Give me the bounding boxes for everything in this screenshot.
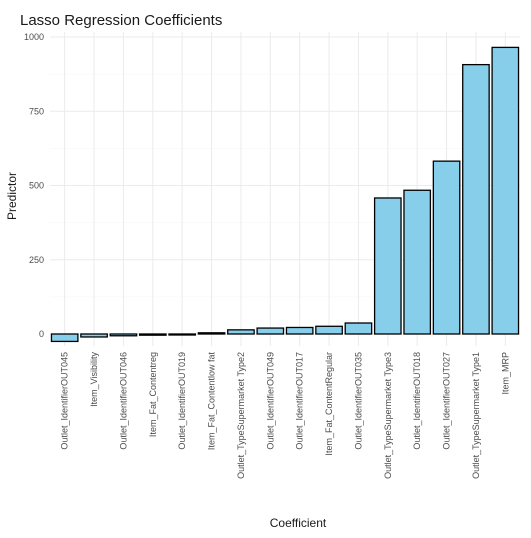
bar — [80, 333, 108, 338]
x-tick-label: Item_Fat_ContentRegular — [324, 352, 334, 456]
y-tick-labels: 0 250 500 750 1000 — [24, 32, 44, 339]
x-tick-label: Item_Visibility — [89, 352, 99, 407]
bar — [168, 333, 197, 336]
x-tick-label: Outlet_TypeSupermarket Type3 — [383, 352, 393, 479]
bar — [373, 197, 402, 335]
x-tick-label: Item_Fat_Contentreg — [148, 352, 158, 437]
bar — [315, 325, 343, 335]
x-tick-label: Outlet_IdentifierOUT035 — [353, 352, 363, 450]
x-tick-label: Item_Fat_Contentlow fat — [207, 352, 217, 451]
chart-title: Lasso Regression Coefficients — [20, 12, 222, 29]
bar — [432, 160, 461, 335]
x-tick-label: Outlet_IdentifierOUT027 — [442, 352, 452, 450]
x-tick-label: Outlet_TypeSupermarket Type2 — [236, 352, 246, 479]
bar — [462, 63, 490, 335]
bar — [256, 327, 285, 335]
y-axis-title: Predictor — [5, 172, 19, 220]
bar — [285, 326, 314, 335]
bar — [138, 333, 167, 336]
x-tick-label: Outlet_TypeSupermarket Type1 — [471, 352, 481, 479]
bar — [227, 329, 255, 335]
x-axis-title: Coefficient — [270, 516, 327, 530]
y-tick-label: 250 — [29, 255, 44, 265]
bar — [50, 333, 79, 343]
y-tick-label: 0 — [39, 329, 44, 339]
x-tick-labels: Outlet_IdentifierOUT045 Item_Visibility Ou… — [60, 352, 511, 479]
x-tick-label: Outlet_IdentifierOUT045 — [60, 352, 70, 450]
bar — [197, 332, 226, 335]
x-tick-label: Outlet_IdentifierOUT017 — [295, 352, 305, 450]
bar — [109, 333, 138, 337]
bar — [403, 189, 432, 335]
x-tick-label: Outlet_IdentifierOUT019 — [177, 352, 187, 450]
y-tick-label: 750 — [29, 106, 44, 116]
bars — [50, 46, 520, 343]
y-tick-label: 500 — [29, 181, 44, 191]
x-tick-label: Outlet_IdentifierOUT049 — [265, 352, 275, 450]
bar — [491, 46, 520, 335]
x-tick-label: Outlet_IdentifierOUT046 — [118, 352, 128, 450]
bar — [344, 322, 373, 335]
y-tick-label: 1000 — [24, 32, 44, 42]
x-tick-label: Outlet_IdentifierOUT018 — [412, 352, 422, 450]
x-tick-label: Item_MRP — [500, 352, 510, 395]
